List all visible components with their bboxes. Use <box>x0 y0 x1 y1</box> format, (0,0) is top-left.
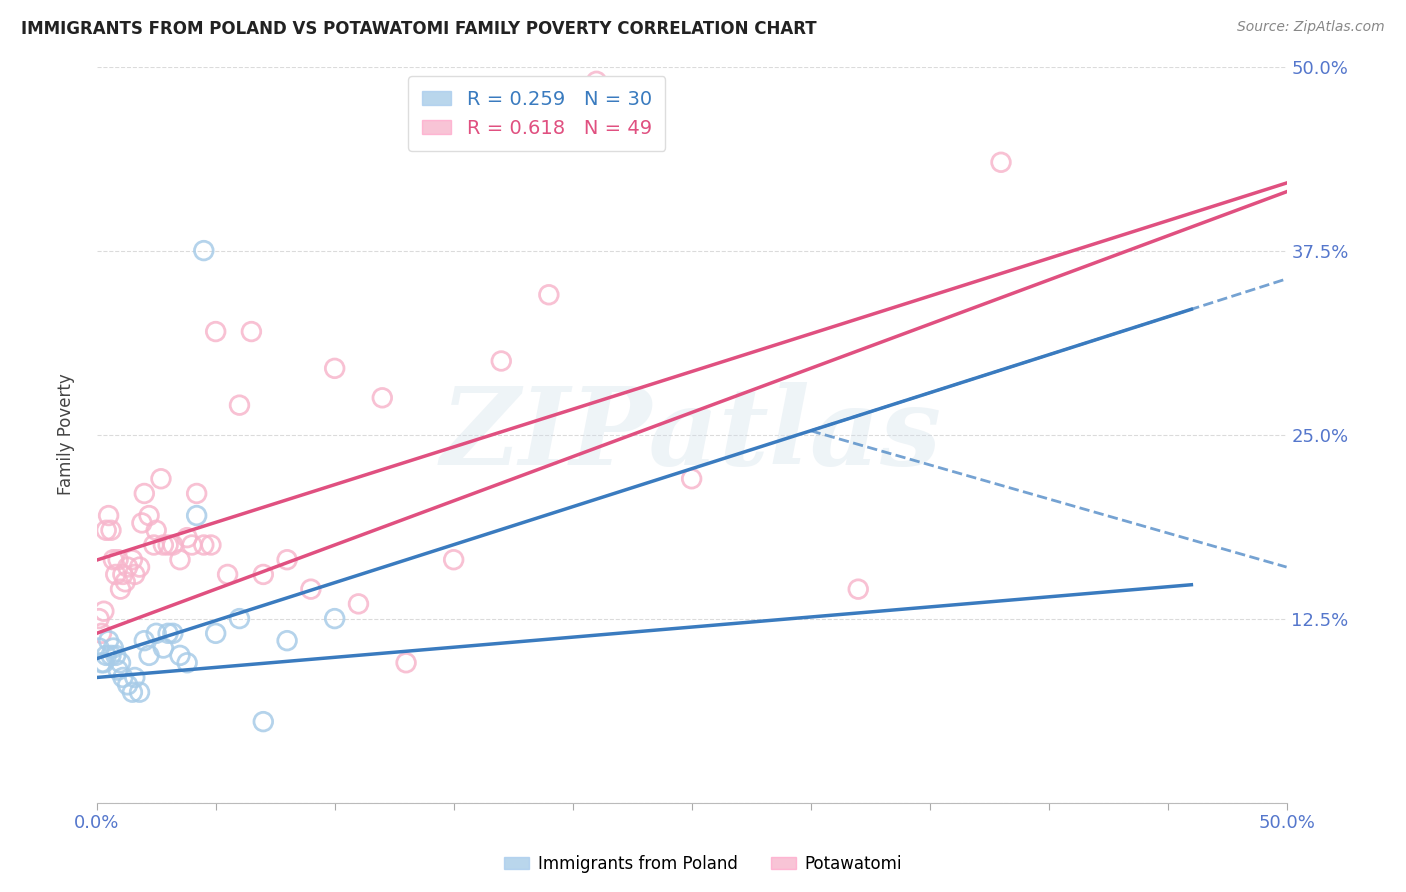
Point <box>193 538 215 552</box>
Point <box>145 626 167 640</box>
Y-axis label: Family Poverty: Family Poverty <box>58 374 75 495</box>
Point <box>149 472 172 486</box>
Point <box>193 244 215 258</box>
Point <box>128 685 150 699</box>
Point <box>846 582 869 596</box>
Point <box>162 538 184 552</box>
Point <box>186 486 208 500</box>
Point <box>152 640 174 655</box>
Point <box>204 325 226 339</box>
Point <box>252 714 274 729</box>
Point <box>100 523 122 537</box>
Point <box>138 508 160 523</box>
Point <box>87 611 110 625</box>
Point <box>134 633 156 648</box>
Text: IMMIGRANTS FROM POLAND VS POTAWATOMI FAMILY POVERTY CORRELATION CHART: IMMIGRANTS FROM POLAND VS POTAWATOMI FAM… <box>21 20 817 37</box>
Point <box>395 656 418 670</box>
Point <box>90 626 112 640</box>
Point <box>97 508 120 523</box>
Point <box>491 354 513 368</box>
Point <box>111 671 134 685</box>
Point <box>103 552 125 566</box>
Point <box>681 472 703 486</box>
Point <box>186 508 208 523</box>
Point <box>107 663 129 677</box>
Point <box>443 552 465 566</box>
Point <box>200 538 222 552</box>
Point <box>93 604 115 618</box>
Point <box>371 391 394 405</box>
Point <box>110 656 132 670</box>
Point <box>276 633 298 648</box>
Point <box>537 287 560 301</box>
Legend: Immigrants from Poland, Potawatomi: Immigrants from Poland, Potawatomi <box>498 848 908 880</box>
Point <box>107 552 129 566</box>
Point <box>100 648 122 663</box>
Point <box>585 74 607 88</box>
Point <box>240 325 263 339</box>
Point <box>276 552 298 566</box>
Text: Source: ZipAtlas.com: Source: ZipAtlas.com <box>1237 20 1385 34</box>
Point <box>114 574 136 589</box>
Point <box>134 486 156 500</box>
Point <box>117 678 139 692</box>
Point <box>323 361 346 376</box>
Point <box>117 560 139 574</box>
Point <box>252 567 274 582</box>
Point <box>157 538 180 552</box>
Point <box>347 597 370 611</box>
Point <box>87 640 110 655</box>
Point <box>145 523 167 537</box>
Text: ZIPatlas: ZIPatlas <box>441 382 942 488</box>
Point <box>299 582 322 596</box>
Point <box>124 671 146 685</box>
Point <box>180 538 202 552</box>
Point <box>204 626 226 640</box>
Point <box>176 656 198 670</box>
Point <box>217 567 239 582</box>
Point <box>110 582 132 596</box>
Legend: R = 0.259   N = 30, R = 0.618   N = 49: R = 0.259 N = 30, R = 0.618 N = 49 <box>408 77 665 152</box>
Point <box>162 626 184 640</box>
Point <box>96 523 118 537</box>
Point <box>152 538 174 552</box>
Point <box>90 656 112 670</box>
Point <box>124 567 146 582</box>
Point <box>138 648 160 663</box>
Point <box>96 648 118 663</box>
Point <box>169 648 191 663</box>
Point <box>97 633 120 648</box>
Point <box>228 398 250 412</box>
Point <box>121 552 143 566</box>
Point <box>93 656 115 670</box>
Point <box>176 531 198 545</box>
Point <box>323 611 346 625</box>
Point <box>142 538 165 552</box>
Point <box>104 567 127 582</box>
Point <box>104 648 127 663</box>
Point <box>121 685 143 699</box>
Point <box>228 611 250 625</box>
Point <box>103 640 125 655</box>
Point <box>111 567 134 582</box>
Point <box>128 560 150 574</box>
Point <box>131 516 153 530</box>
Point <box>169 552 191 566</box>
Point <box>157 626 180 640</box>
Point <box>990 155 1012 169</box>
